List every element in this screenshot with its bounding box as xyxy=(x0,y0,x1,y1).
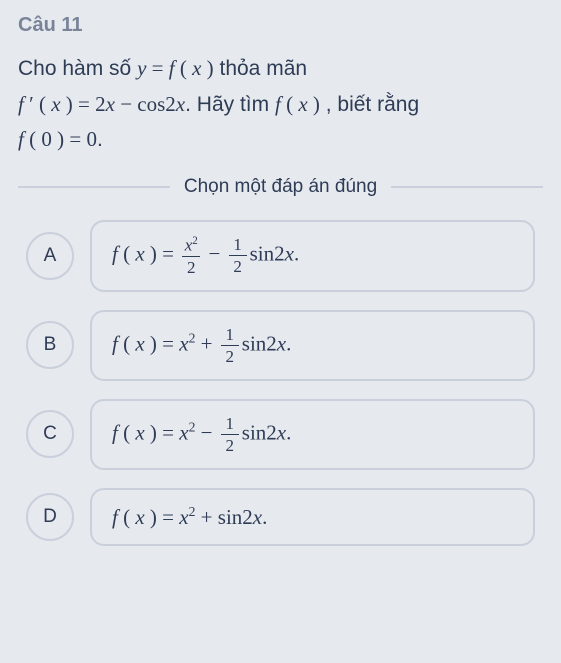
stem-math: y = f ( x ) xyxy=(137,56,214,80)
option-letter: D xyxy=(26,493,74,541)
question-number: Câu 11 xyxy=(18,14,543,37)
instruction-row: Chọn một đáp án đúng xyxy=(18,176,543,198)
divider-line xyxy=(391,186,543,188)
option-c[interactable]: C f ( x ) = x2 − 12sin2x. xyxy=(26,399,535,470)
options-list: A f ( x ) = x22 − 12sin2x. B f ( x ) = x… xyxy=(18,220,543,546)
option-a[interactable]: A f ( x ) = x22 − 12sin2x. xyxy=(26,220,535,292)
option-letter: A xyxy=(26,232,74,280)
question-stem: Cho hàm số y = f ( x ) thỏa mãn f ′ ( x … xyxy=(18,51,543,158)
stem-math: f ′ ( x ) = 2x − cos2x xyxy=(18,92,185,116)
stem-math: f ( x ) xyxy=(275,92,320,116)
option-content: f ( x ) = x22 − 12sin2x. xyxy=(90,220,535,292)
stem-text: Cho hàm số xyxy=(18,57,137,80)
instruction-text: Chọn một đáp án đúng xyxy=(184,176,377,198)
option-d[interactable]: D f ( x ) = x2 + sin2x. xyxy=(26,488,535,546)
question-page: Câu 11 Cho hàm số y = f ( x ) thỏa mãn f… xyxy=(0,0,561,663)
option-content: f ( x ) = x2 + 12sin2x. xyxy=(90,310,535,381)
option-content: f ( x ) = x2 − 12sin2x. xyxy=(90,399,535,470)
stem-math: f ( 0 ) = 0 xyxy=(18,127,97,151)
option-b[interactable]: B f ( x ) = x2 + 12sin2x. xyxy=(26,310,535,381)
divider-line xyxy=(18,186,170,188)
stem-text: . Hãy tìm xyxy=(185,93,275,116)
option-letter: B xyxy=(26,321,74,369)
option-letter: C xyxy=(26,410,74,458)
stem-text: , biết rằng xyxy=(320,93,419,116)
stem-text: . xyxy=(97,128,103,151)
stem-text: thỏa mãn xyxy=(214,57,307,80)
option-content: f ( x ) = x2 + sin2x. xyxy=(90,488,535,546)
